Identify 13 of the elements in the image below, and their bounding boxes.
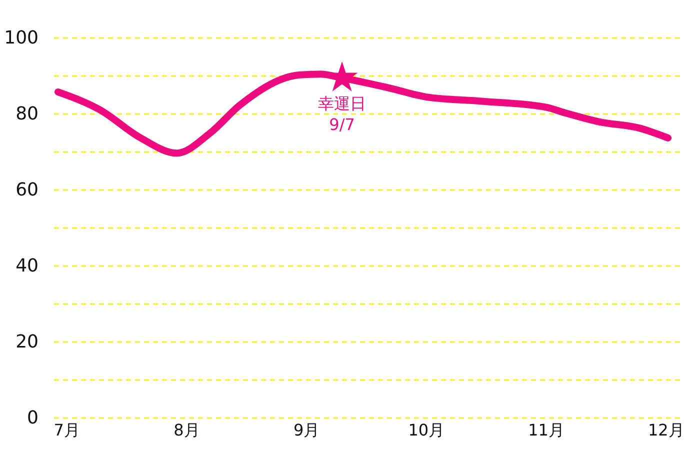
x-tick-label: 12月 [648,420,684,440]
y-tick-label: 40 [16,256,38,276]
x-tick-label: 10月 [408,420,445,440]
y-tick-label: 100 [4,28,38,48]
y-tick-label: 20 [16,332,38,352]
y-tick-label: 0 [27,408,38,428]
y-tick-label: 80 [16,104,38,124]
x-tick-label: 7月 [54,420,80,440]
y-tick-label: 60 [16,180,38,200]
annotation: 幸運日 9/7 [318,94,366,134]
x-tick-label: 9月 [293,420,320,440]
x-tick-label: 11月 [528,420,564,440]
x-tick-label: 8月 [174,420,200,440]
